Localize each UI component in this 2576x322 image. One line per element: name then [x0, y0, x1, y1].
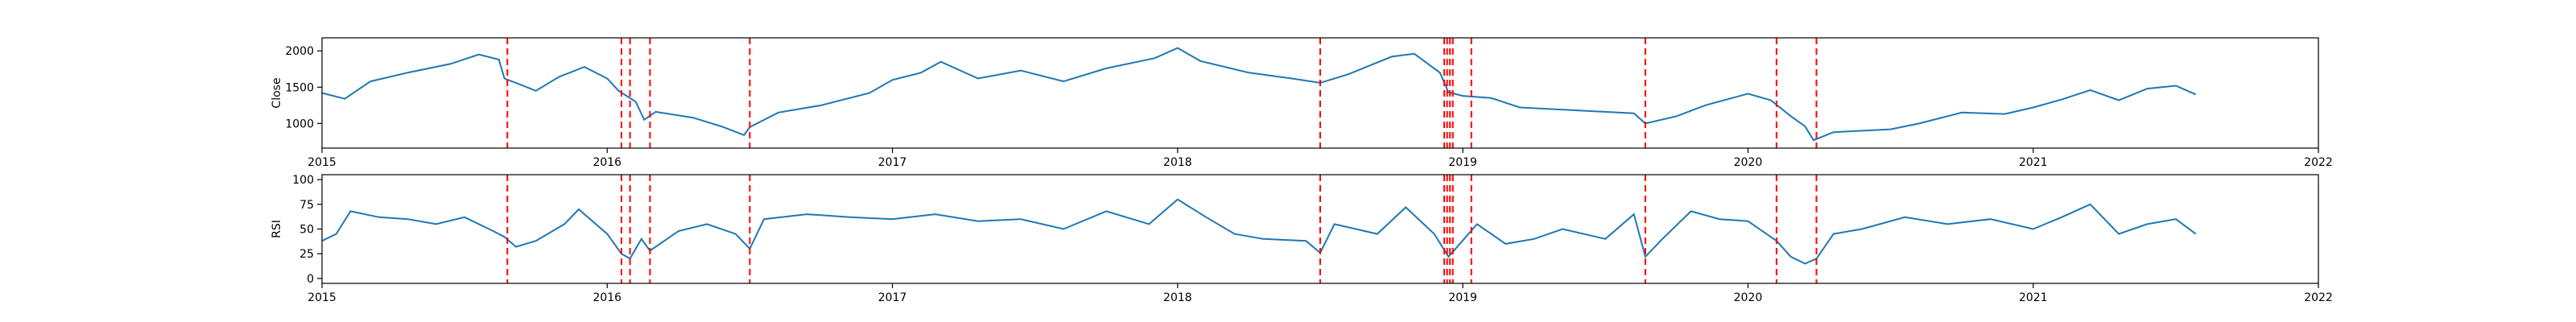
x-tick-label: 2015: [308, 291, 336, 304]
x-tick-label: 2020: [1734, 156, 1763, 169]
x-tick-label: 2019: [1448, 291, 1477, 304]
x-tick-label: 2018: [1163, 156, 1192, 169]
x-tick-label: 2021: [2019, 156, 2048, 169]
close-price-panel: 2015 2016 2017 2018 2019 2020 2021 2022 1000 1500…: [270, 37, 2333, 169]
x-tick-label: 2019: [1448, 156, 1477, 169]
y-axis-label: RSI: [270, 220, 283, 238]
x-tick-label: 2022: [2304, 156, 2333, 169]
x-tick-label: 2016: [592, 291, 621, 304]
x-tick-label: 2021: [2019, 291, 2048, 304]
series-line: [321, 47, 2197, 142]
plot-frame: [321, 37, 2319, 149]
y-tick-label: 1000: [285, 118, 314, 130]
y-axis-label: Close: [270, 77, 283, 108]
y-tick-label: 100: [292, 174, 314, 187]
y-tick-label: 25: [299, 248, 314, 261]
series-line: [321, 198, 2197, 265]
x-tick-label: 2017: [878, 291, 907, 304]
x-tick-label: 2016: [592, 156, 621, 169]
x-tick-label: 2015: [308, 156, 336, 169]
y-tick-label: 75: [299, 199, 314, 212]
x-tick-label: 2018: [1163, 291, 1192, 304]
x-tick-label: 2017: [878, 156, 907, 169]
x-tick-label: 2022: [2304, 291, 2333, 304]
y-tick-label: 2000: [285, 45, 314, 58]
x-tick-label: 2020: [1734, 291, 1763, 304]
y-tick-label: 1500: [285, 81, 314, 94]
rsi-panel: 2015 2016 2017 2018 2019 2020 2021 2022 0 25 50 75 1…: [270, 174, 2333, 304]
y-tick-label: 50: [299, 224, 314, 237]
y-tick-label: 0: [307, 273, 314, 286]
